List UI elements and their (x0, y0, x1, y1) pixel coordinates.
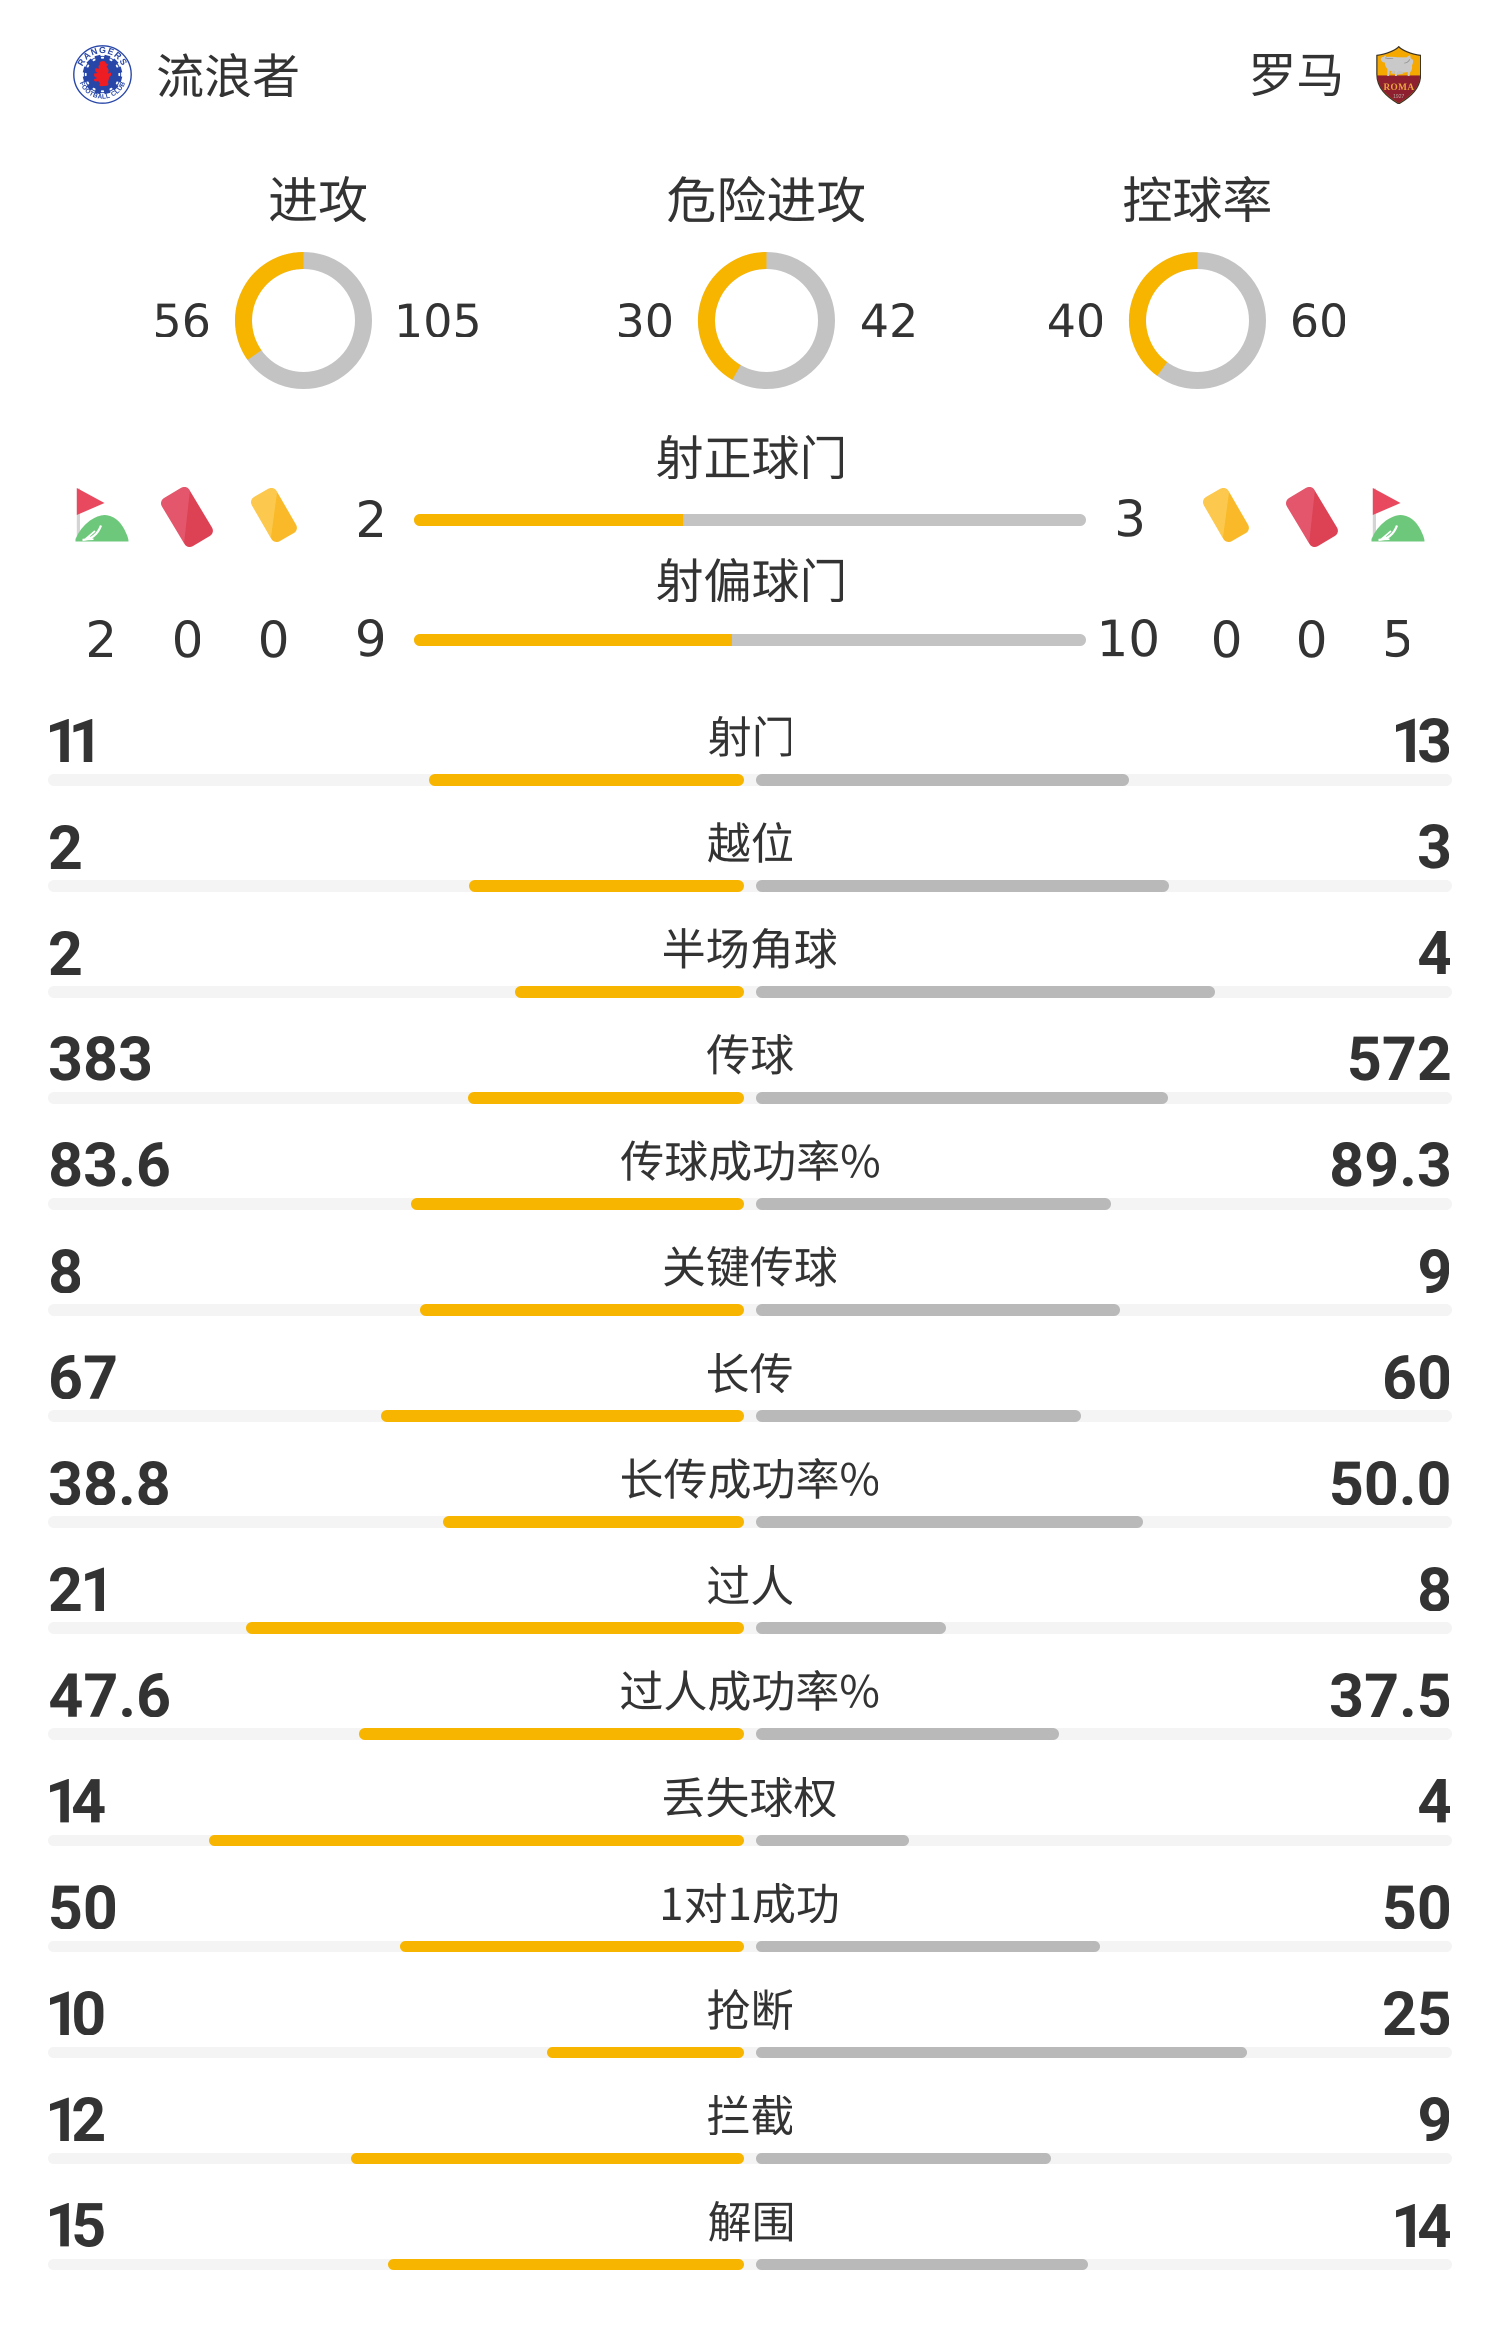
svg-text:1927: 1927 (1393, 93, 1404, 99)
svg-text:ROMA: ROMA (1383, 82, 1414, 92)
